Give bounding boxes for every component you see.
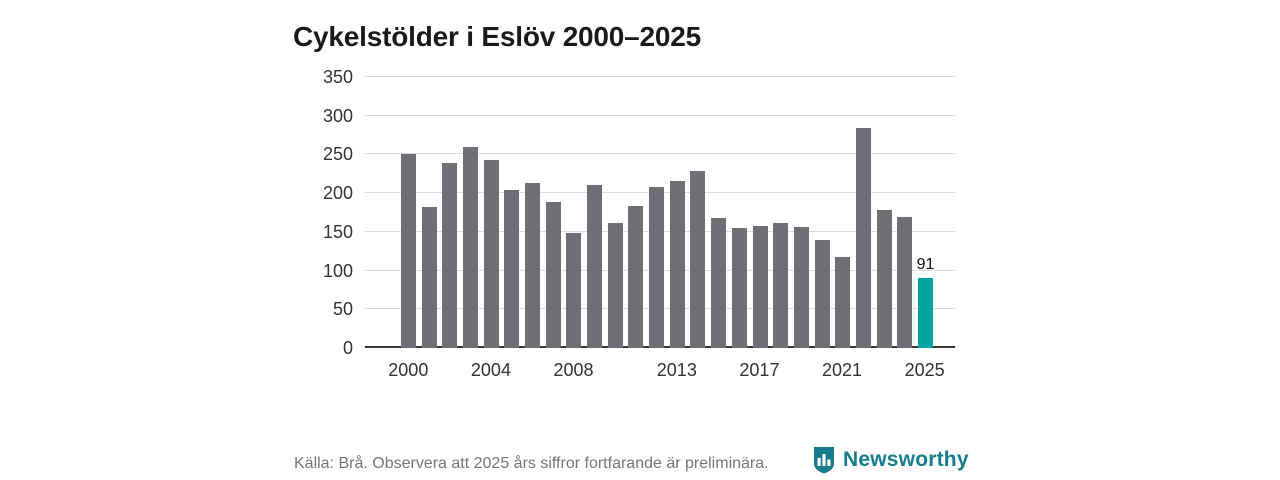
bar-slot-2023	[874, 77, 895, 348]
page-title: Cykelstölder i Eslöv 2000–2025	[293, 20, 702, 52]
y-tick-label: 300	[322, 105, 353, 126]
y-tick-label: 200	[322, 183, 353, 204]
bar-slot-2011	[626, 77, 647, 348]
bar-slot-2009	[584, 77, 605, 348]
y-axis-labels: 0 50 100 150 200 250 300 350	[283, 68, 353, 357]
bars-container: 91	[398, 77, 936, 348]
bar-2016	[731, 228, 747, 348]
bar-slot-2006	[522, 77, 543, 348]
source-note: Källa: Brå. Observera att 2025 års siffr…	[294, 455, 769, 472]
bar-2003	[462, 147, 478, 348]
y-tick-label: 50	[332, 299, 353, 320]
bar-slot-2002	[439, 77, 460, 348]
bar-2021	[835, 257, 851, 348]
y-tick-label: 350	[322, 67, 353, 87]
bar-slot-2013	[667, 77, 688, 348]
x-tick-label-2025: 2025	[904, 360, 945, 380]
newsworthy-logo[interactable]: Newsworthy	[812, 446, 969, 474]
y-tick-label: 0	[342, 338, 353, 358]
bar-slot-2005	[501, 77, 522, 348]
bar-slot-2017	[750, 77, 771, 348]
bar-2011	[628, 206, 644, 348]
x-tick-label-2004: 2004	[470, 360, 511, 380]
x-tick-label-2000: 2000	[388, 360, 429, 380]
bar-2009	[587, 185, 603, 348]
bar-2012	[649, 186, 665, 348]
bar-slot-2016	[729, 77, 750, 348]
bar-2014	[690, 171, 706, 348]
bar-slot-2020	[812, 77, 833, 348]
bar-2006	[524, 183, 540, 348]
bar-slot-2015	[708, 77, 729, 348]
bar-chart: 91	[365, 76, 955, 348]
newsworthy-logo-icon	[814, 447, 834, 474]
bar-slot-2007	[543, 77, 564, 348]
bar-2025	[918, 277, 934, 348]
bar-slot-2025: 91	[915, 77, 936, 348]
bar-2017	[752, 225, 768, 348]
bar-slot-2008	[564, 77, 585, 348]
bar-2008	[566, 232, 582, 348]
bar-slot-2018	[770, 77, 791, 348]
gridline	[365, 153, 955, 155]
bar-slot-2019	[791, 77, 812, 348]
bar-2019	[793, 227, 809, 348]
bar-2005	[504, 190, 520, 348]
bar-slot-2003	[460, 77, 481, 348]
bar-slot-2012	[646, 77, 667, 348]
bar-2020	[814, 239, 830, 348]
value-label-2025: 91	[916, 255, 935, 273]
bar-slot-2000	[398, 77, 419, 348]
y-tick-label: 100	[322, 260, 353, 281]
newsworthy-logo-text: Newsworthy	[843, 448, 969, 471]
gridline	[365, 114, 955, 116]
bar-slot-2004	[481, 77, 502, 348]
x-tick-label-2008: 2008	[553, 360, 594, 380]
bar-2007	[545, 202, 561, 348]
bar-2015	[711, 217, 727, 348]
bar-slot-2021	[832, 77, 853, 348]
bar-2022	[855, 128, 871, 348]
bar-2002	[442, 162, 458, 348]
x-tick-label-2013: 2013	[656, 360, 697, 380]
x-tick-label-2021: 2021	[822, 360, 863, 380]
bar-slot-2010	[605, 77, 626, 348]
bar-slot-2014	[688, 77, 709, 348]
bar-slot-2001	[419, 77, 440, 348]
bar-2010	[607, 222, 623, 348]
bar-2018	[773, 223, 789, 348]
bar-2013	[669, 180, 685, 348]
gridline	[365, 76, 955, 77]
y-tick-label: 250	[322, 144, 353, 165]
bar-2023	[876, 210, 892, 348]
bar-slot-2022	[853, 77, 874, 348]
x-tick-label-2017: 2017	[739, 360, 780, 380]
bar-2004	[483, 159, 499, 348]
bar-2001	[421, 207, 437, 348]
x-axis-labels: 2000 2004 2008 2013 2017 2021 2025	[388, 360, 944, 384]
bar-slot-2024	[895, 77, 916, 348]
bar-2000	[400, 154, 416, 348]
bar-2024	[897, 217, 913, 348]
y-tick-label: 150	[322, 221, 353, 242]
